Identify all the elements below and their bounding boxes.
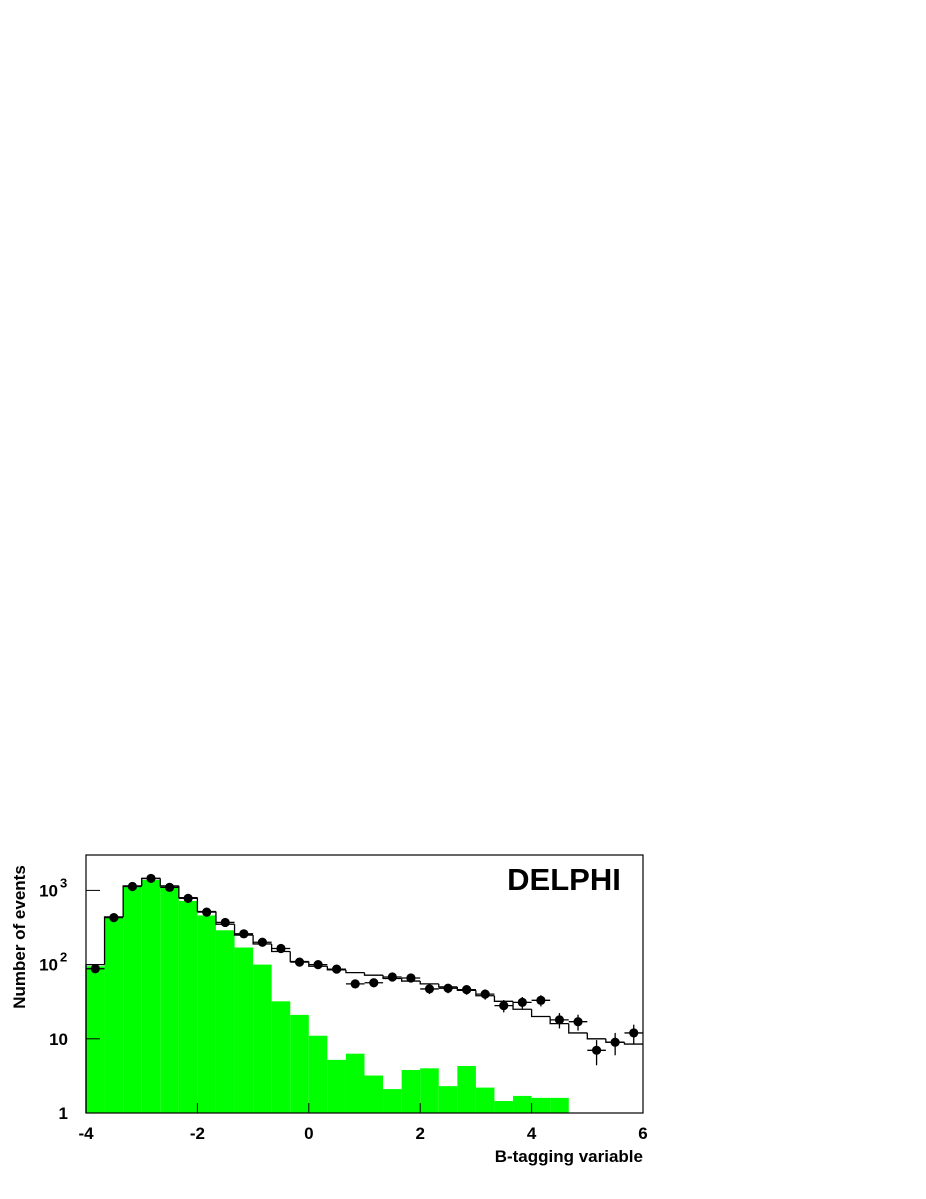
data-point <box>109 912 119 923</box>
bar <box>253 964 272 1113</box>
bar <box>420 1068 439 1113</box>
y-tick-label: 10 <box>39 881 58 900</box>
data-point <box>480 989 490 999</box>
plot-frame <box>85 854 644 1114</box>
bar <box>215 930 235 1113</box>
data-point <box>239 929 249 939</box>
bar <box>401 1069 421 1113</box>
data-point <box>294 957 305 967</box>
data-point <box>591 1045 602 1055</box>
bar <box>383 1089 402 1113</box>
data-point <box>276 943 286 954</box>
bar <box>197 915 216 1113</box>
step <box>586 1032 606 1040</box>
data-point <box>332 964 342 974</box>
step <box>530 1009 551 1018</box>
x-tick-label: -2 <box>190 1124 205 1143</box>
bar <box>457 1065 476 1113</box>
y-tick-exponent: 3 <box>60 875 67 890</box>
data-point <box>406 973 416 983</box>
bar <box>290 1014 309 1113</box>
bar <box>141 880 161 1113</box>
x-tick-label: 6 <box>638 1124 647 1143</box>
x-axis-label: B-tagging variable <box>495 1147 643 1166</box>
bar <box>494 1101 514 1113</box>
data-point <box>517 997 527 1007</box>
step <box>568 1023 588 1034</box>
data-point <box>127 881 138 892</box>
bar <box>364 1075 384 1113</box>
bar <box>86 966 105 1113</box>
bar <box>531 1097 551 1113</box>
bar <box>234 947 254 1113</box>
step <box>345 969 365 974</box>
bar <box>513 1095 532 1113</box>
bar <box>308 1035 328 1113</box>
data-point <box>629 1028 639 1038</box>
y-axis-label: Number of events <box>10 865 29 1009</box>
data-point <box>90 964 100 974</box>
bar <box>123 886 142 1113</box>
bar <box>178 900 198 1113</box>
bar <box>160 887 179 1113</box>
data-point <box>536 995 546 1005</box>
bar <box>104 916 124 1113</box>
bar <box>550 1097 569 1113</box>
step <box>623 1042 643 1045</box>
bar <box>327 1059 346 1113</box>
data-point <box>257 937 267 947</box>
x-tick-label: -4 <box>78 1124 94 1143</box>
data-point <box>313 960 323 970</box>
data-point <box>462 985 472 995</box>
annotation: DELPHI <box>507 862 621 897</box>
y-tick-exponent: 2 <box>60 950 67 965</box>
data-point <box>164 882 175 892</box>
data-point <box>573 1017 583 1027</box>
bar <box>475 1087 495 1113</box>
data-point <box>183 893 193 904</box>
data-point <box>220 917 230 928</box>
bar <box>271 1001 291 1113</box>
bar <box>345 1053 365 1113</box>
x-tick-label: 0 <box>304 1124 313 1143</box>
data-point <box>350 979 360 989</box>
step <box>419 981 439 985</box>
data-point <box>554 1015 565 1025</box>
step <box>493 995 514 1002</box>
data-point <box>424 984 435 994</box>
step <box>512 1001 532 1010</box>
step <box>549 1016 569 1025</box>
bar <box>438 1086 458 1113</box>
data-point <box>202 907 212 917</box>
data-point <box>443 983 453 993</box>
y-tick-label: 10 <box>39 956 58 975</box>
data-point <box>499 1001 509 1011</box>
x-tick-label: 4 <box>527 1124 537 1143</box>
data-point <box>146 873 156 884</box>
step <box>363 972 384 976</box>
data-point <box>610 1037 620 1047</box>
data-point <box>369 978 379 988</box>
y-tick-label: 10 <box>49 1030 68 1049</box>
y-tick-label: 1 <box>59 1104 68 1123</box>
data-point <box>387 972 397 982</box>
x-tick-label: 2 <box>415 1124 424 1143</box>
